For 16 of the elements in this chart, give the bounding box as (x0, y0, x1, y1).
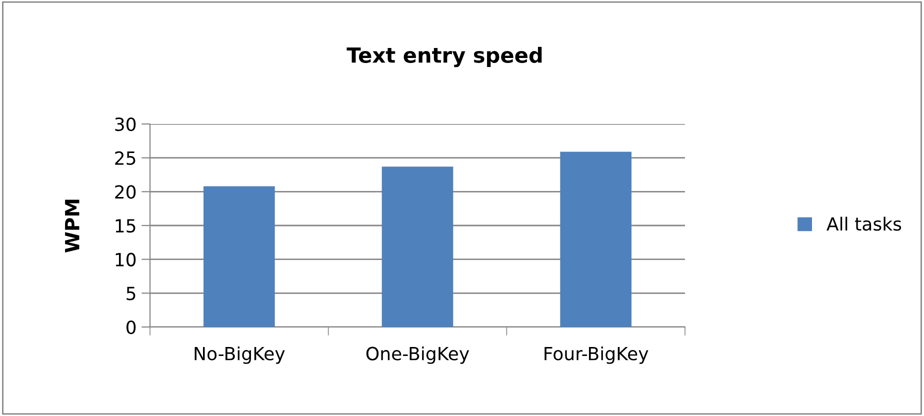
y-tick-label: 15 (116, 219, 136, 233)
y-tick-label: 30 (115, 117, 136, 132)
bar (560, 152, 632, 327)
y-tick-label: 20 (115, 185, 136, 199)
legend-label: All tasks (826, 216, 902, 231)
y-tick-label: 10 (116, 252, 136, 266)
x-tick-label: No-BigKey (194, 346, 285, 364)
y-tick-label: 5 (126, 286, 136, 300)
bar (382, 166, 454, 327)
x-tick-label: Four-BigKey (544, 346, 648, 364)
bar (204, 186, 275, 327)
y-tick-label: 0 (126, 320, 136, 334)
y-axis-title: WPM (65, 200, 80, 252)
chart-title: Text entry speed (346, 46, 542, 68)
y-tick-label: 25 (115, 151, 136, 165)
x-tick-label: One-BigKey (366, 346, 470, 364)
